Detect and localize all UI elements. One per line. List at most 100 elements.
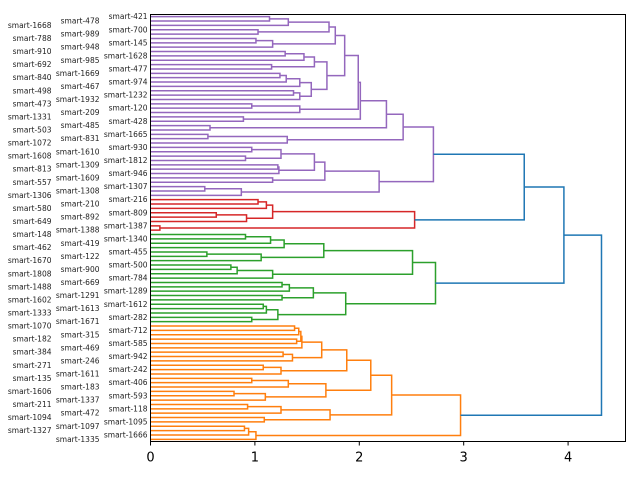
dendrogram-link: [150, 403, 249, 410]
dendrogram-link: [150, 37, 257, 44]
dendrogram-link: [150, 325, 296, 332]
dendrogram-link: [150, 72, 281, 79]
x-tick-label: 1: [251, 451, 259, 466]
leaf-label: smart-271: [13, 361, 52, 370]
dendrogram-link: [150, 166, 280, 175]
dendrogram-link: [299, 81, 313, 97]
leaf-label: smart-910: [13, 47, 52, 56]
dendrogram-link: [150, 294, 283, 301]
dendrogram-link: [159, 210, 416, 229]
leaf-label: smart-1097: [56, 422, 100, 431]
dendrogram-link: [150, 281, 283, 288]
dendrogram-link: [330, 374, 393, 416]
dendrogram-link: [150, 18, 290, 27]
leaf-label: smart-1095: [104, 417, 148, 426]
dendrogram-link: [150, 39, 274, 48]
dendrogram-link: [150, 253, 262, 262]
dendrogram-link: [150, 335, 303, 349]
dendrogram-link: [150, 90, 295, 96]
leaf-label: smart-1808: [8, 269, 52, 278]
leaf-label: smart-211: [13, 400, 52, 409]
leaf-label: smart-1289: [104, 287, 148, 296]
dendrogram-link: [258, 21, 330, 33]
leaf-label: smart-1670: [8, 256, 52, 265]
dendrogram-link: [150, 379, 290, 388]
leaf-label: smart-477: [109, 64, 148, 73]
dendrogram-link: [150, 124, 211, 131]
dendrogram-link: [150, 212, 218, 218]
leaf-label: smart-1488: [8, 282, 52, 291]
dendrogram-link: [150, 63, 273, 70]
dendrogram-link: [278, 153, 316, 172]
dendrogram-link: [150, 338, 298, 345]
leaf-label: smart-1388: [56, 226, 100, 235]
leaf-label: smart-242: [109, 365, 148, 374]
dendrogram-link: [246, 204, 274, 219]
leaf-label: smart-1611: [56, 369, 100, 378]
leaf-label: smart-1666: [104, 430, 148, 439]
leaf-label: smart-1669: [56, 69, 100, 78]
leaf-label: smart-892: [61, 213, 100, 222]
leaf-label: smart-1309: [56, 160, 100, 169]
leaf-label: smart-585: [109, 339, 148, 348]
leaf-label: smart-455: [109, 247, 148, 256]
dendrogram-link: [150, 251, 208, 258]
leaf-label: smart-840: [13, 73, 52, 82]
dendrogram-link: [243, 81, 362, 120]
dendrogram-link: [379, 126, 435, 183]
dendrogram-link: [150, 416, 266, 423]
leaf-label: smart-500: [109, 261, 148, 270]
leaf-label: smart-930: [109, 143, 148, 152]
dendrogram-link: [414, 153, 525, 221]
leaf-label: smart-1337: [56, 396, 100, 405]
dendrogram-link: [150, 233, 247, 240]
leaf-label: smart-1291: [56, 291, 100, 300]
leaf-label: smart-669: [61, 278, 100, 287]
leaf-label: smart-974: [109, 78, 148, 87]
dendrogram-link: [150, 303, 264, 310]
dendrogram-link: [150, 133, 209, 140]
dendrogram-link: [150, 264, 232, 271]
leaf-label: smart-1333: [8, 308, 52, 317]
leaf-label: smart-216: [109, 195, 148, 204]
x-tick-label: 0: [146, 451, 154, 466]
dendrogram-link: [150, 392, 267, 401]
leaf-label: smart-503: [13, 125, 52, 134]
leaf-label: smart-210: [61, 200, 100, 209]
dendrogram-link: [251, 308, 279, 321]
dendrogram-link: [150, 425, 246, 432]
dendrogram-link: [150, 239, 285, 249]
leaf-label: smart-462: [13, 243, 52, 252]
leaf-label: smart-593: [109, 391, 148, 400]
dendrogram-link: [150, 164, 279, 170]
leaf-label: smart-406: [109, 378, 148, 387]
leaf-label: smart-135: [13, 374, 52, 383]
dendrogram-link: [150, 405, 282, 414]
leaf-label: smart-1340: [104, 234, 148, 243]
dendrogram-link: [245, 148, 282, 160]
dendrogram-link: [311, 61, 328, 91]
leaf-label: smart-246: [61, 356, 100, 365]
leaf-label: smart-809: [109, 208, 148, 217]
dendrogram-link: [150, 427, 250, 436]
leaf-label: smart-120: [109, 104, 148, 113]
dendrogram-link: [150, 135, 289, 144]
leaf-label: smart-209: [61, 108, 100, 117]
dendrogram-links: [150, 15, 603, 441]
leaf-label: smart-148: [13, 230, 52, 239]
leaf-label: smart-788: [13, 34, 52, 43]
dendrogram-link: [150, 316, 253, 323]
leaf-label: smart-1387: [104, 221, 148, 230]
dendrogram-link: [150, 214, 248, 223]
dendrogram-link: [150, 366, 282, 375]
leaf-label: smart-469: [61, 343, 100, 352]
dendrogram-link: [287, 113, 404, 141]
leaf-label: smart-1602: [8, 295, 52, 304]
leaf-label: smart-946: [109, 169, 148, 178]
dendrogram-link: [292, 341, 323, 359]
leaf-labels: smart-421 smart-478 smart-1668 smart-700 sma…: [8, 12, 148, 444]
dendrogram-link: [150, 177, 274, 183]
leaf-label: smart-1613: [56, 304, 100, 313]
